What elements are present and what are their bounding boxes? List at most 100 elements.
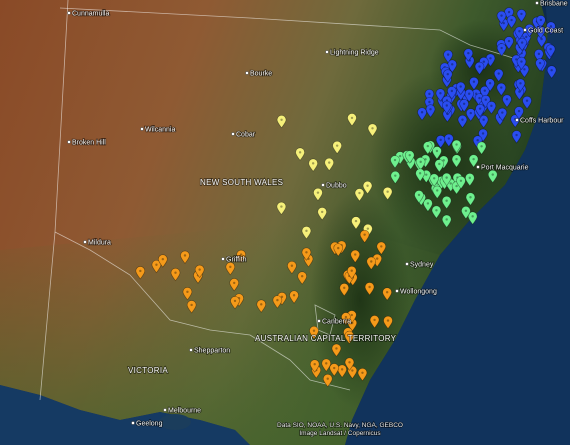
- marker-dot: [439, 92, 442, 95]
- marker-dot: [482, 60, 486, 63]
- markers: [135, 7, 557, 388]
- marker-dot: [474, 92, 478, 95]
- marker: [367, 123, 378, 137]
- marker-dot: [174, 271, 177, 274]
- marker: [476, 141, 487, 155]
- marker: [376, 241, 387, 255]
- marker: [309, 325, 319, 340]
- marker-dot: [500, 14, 503, 17]
- marker-dot: [537, 52, 541, 56]
- marker-dot: [520, 12, 523, 16]
- marker: [415, 168, 425, 182]
- marker-dot: [386, 190, 389, 193]
- marker-dot: [445, 199, 448, 202]
- marker: [341, 312, 351, 326]
- marker: [435, 135, 446, 149]
- marker-dot: [478, 107, 482, 110]
- marker-dot: [549, 25, 553, 28]
- marker-dot: [439, 138, 442, 142]
- marker-dot: [337, 246, 340, 250]
- marker: [443, 49, 453, 64]
- marker-dot: [373, 318, 376, 322]
- place-dot: [67, 11, 71, 15]
- marker: [301, 226, 312, 240]
- marker-dot: [368, 285, 371, 289]
- marker-dot: [469, 196, 472, 199]
- marker-dot: [462, 102, 466, 106]
- marker-dot: [472, 157, 475, 161]
- marker: [496, 82, 507, 97]
- marker: [456, 175, 466, 190]
- qld-border: [59, 7, 521, 61]
- place-label: Shepparton: [194, 348, 230, 355]
- marker-dot: [497, 72, 500, 75]
- marker-dot: [418, 172, 422, 175]
- place-label: Coffs Harbour: [520, 118, 564, 125]
- marker-dot: [380, 245, 383, 248]
- marker: [517, 37, 527, 52]
- marker-dot: [501, 111, 504, 114]
- marker-dot: [459, 179, 463, 182]
- marker: [485, 78, 495, 92]
- marker: [486, 101, 497, 115]
- marker: [461, 206, 471, 220]
- marker-dot: [467, 51, 470, 55]
- vic-border: [54, 231, 351, 391]
- marker-dot: [428, 92, 431, 96]
- place-dot: [523, 28, 527, 32]
- marker-dot: [229, 265, 232, 269]
- place-dot: [245, 71, 249, 75]
- marker: [236, 249, 246, 264]
- marker-dot: [550, 68, 553, 72]
- marker: [502, 94, 512, 108]
- marker: [297, 271, 307, 285]
- place-label: Wilcannia: [145, 127, 175, 134]
- marker: [415, 157, 426, 171]
- place-dot: [231, 132, 235, 136]
- marker: [429, 173, 439, 187]
- marker: [351, 216, 361, 230]
- marker-dot: [507, 10, 511, 14]
- marker-dot: [311, 162, 315, 165]
- marker: [468, 154, 479, 168]
- marker-dot: [482, 118, 485, 121]
- marker: [463, 48, 474, 62]
- marker-dot: [472, 80, 476, 83]
- marker: [194, 264, 205, 279]
- marker-dot: [523, 68, 526, 71]
- bass-strait: [0, 385, 250, 445]
- marker-dot: [276, 298, 279, 302]
- marker: [182, 287, 193, 301]
- marker-dot: [335, 347, 338, 350]
- marker: [455, 81, 466, 96]
- marker: [354, 188, 365, 202]
- marker-dot: [370, 260, 373, 263]
- marker-dot: [488, 81, 492, 85]
- marker: [434, 159, 445, 173]
- marker: [478, 114, 489, 129]
- labels: Cunnamulla Brisbane Gold Coast Lightning Ri…: [67, 0, 569, 438]
- marker: [364, 282, 375, 296]
- marker-dot: [280, 118, 283, 121]
- marker-dot: [344, 315, 348, 319]
- port-phillip: [159, 414, 191, 430]
- marker: [357, 367, 368, 382]
- marker-dot: [461, 118, 464, 121]
- marker-dot: [305, 229, 308, 233]
- marker: [135, 266, 146, 280]
- marker: [425, 104, 436, 118]
- marker-dot: [420, 111, 424, 114]
- marker-dot: [426, 144, 430, 148]
- place-label: Geelong: [136, 421, 163, 428]
- marker: [272, 295, 283, 309]
- marker-dot: [298, 151, 302, 154]
- marker-dot: [333, 366, 336, 370]
- marker: [511, 130, 522, 144]
- marker: [369, 315, 380, 329]
- place-dot: [476, 165, 480, 169]
- marker-dot: [505, 98, 509, 101]
- marker-dot: [198, 268, 201, 271]
- place-label: Lightning Ridge: [330, 50, 379, 57]
- marker-dot: [538, 61, 542, 65]
